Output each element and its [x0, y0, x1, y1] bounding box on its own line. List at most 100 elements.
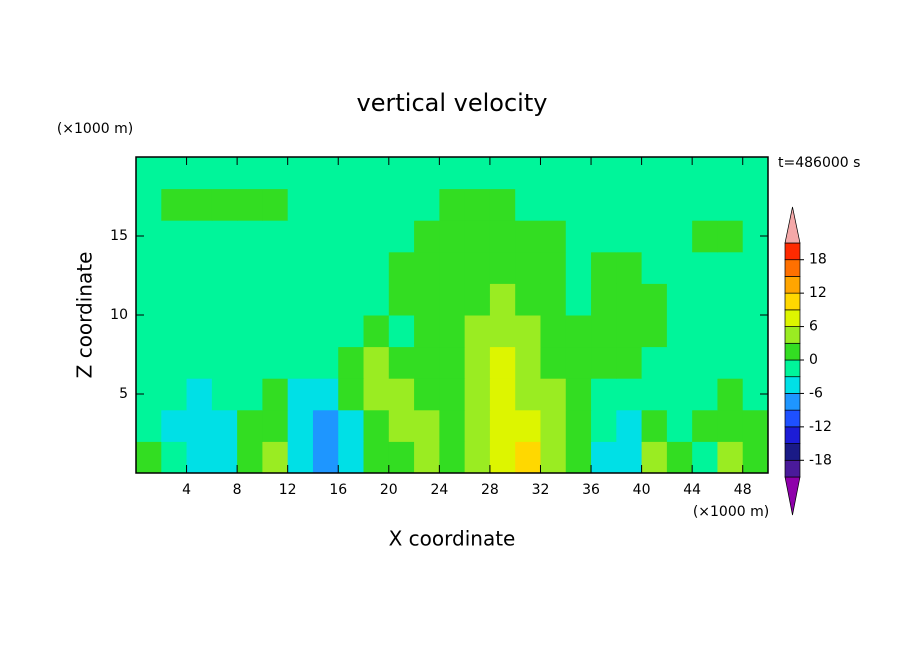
- cell: [489, 157, 516, 190]
- cell: [439, 378, 466, 411]
- cell: [312, 251, 339, 284]
- colorbar-box: [784, 242, 801, 261]
- cell: [136, 188, 162, 221]
- cell: [312, 409, 339, 442]
- cell: [641, 251, 668, 284]
- cell: [666, 441, 693, 474]
- cell: [464, 188, 491, 221]
- x-tick-label: 48: [734, 482, 752, 498]
- cell: [312, 283, 339, 316]
- cell: [666, 251, 693, 284]
- cell: [388, 346, 415, 379]
- cell: [363, 157, 390, 190]
- cell: [641, 441, 668, 474]
- cell: [565, 409, 592, 442]
- colorbar-box: [784, 443, 801, 461]
- cell: [211, 188, 238, 221]
- cell: [211, 220, 238, 253]
- x-tick-label: 40: [633, 482, 651, 498]
- cell: [363, 315, 390, 348]
- cell: [515, 220, 541, 253]
- y-tick-label: 15: [110, 228, 128, 244]
- cell: [136, 346, 162, 379]
- cell: [262, 409, 289, 442]
- cell: [161, 346, 188, 379]
- cell: [565, 378, 592, 411]
- cell: [540, 346, 567, 379]
- cell: [237, 188, 263, 221]
- cell: [641, 220, 668, 253]
- cell: [186, 188, 213, 221]
- cell: [237, 251, 263, 284]
- cell: [641, 157, 668, 190]
- cell: [666, 283, 693, 316]
- x-axis-label: X coordinate: [389, 527, 516, 551]
- cell: [692, 157, 718, 190]
- cell: [136, 157, 162, 190]
- cell: [591, 315, 617, 348]
- cell: [692, 251, 718, 284]
- cell: [186, 378, 213, 411]
- cell: [262, 346, 289, 379]
- cell: [540, 220, 567, 253]
- y-axis-label: Z coordinate: [73, 252, 97, 379]
- cell: [515, 283, 541, 316]
- cell: [161, 409, 188, 442]
- cell: [287, 251, 314, 284]
- cell: [565, 346, 592, 379]
- cell: [742, 283, 769, 316]
- cell: [287, 409, 314, 442]
- cell: [591, 157, 617, 190]
- cell: [237, 315, 263, 348]
- cell: [692, 283, 718, 316]
- cell: [338, 283, 365, 316]
- time-label: t=486000 s: [778, 155, 860, 171]
- colorbar-box: [784, 342, 801, 361]
- cell: [565, 315, 592, 348]
- x-tick-label: 8: [233, 482, 242, 498]
- cell: [464, 346, 491, 379]
- cell: [591, 188, 617, 221]
- cell: [363, 188, 390, 221]
- cell: [515, 441, 541, 474]
- cell: [515, 157, 541, 190]
- cell: [237, 157, 263, 190]
- cell: [565, 157, 592, 190]
- cell: [211, 251, 238, 284]
- cell: [666, 346, 693, 379]
- colorbar-box: [784, 376, 801, 394]
- cell: [692, 409, 718, 442]
- cell: [363, 378, 390, 411]
- cell: [414, 251, 440, 284]
- colorbar-extend-high: [784, 206, 801, 244]
- cell: [616, 378, 643, 411]
- cell: [616, 157, 643, 190]
- cell: [211, 315, 238, 348]
- cell: [414, 220, 440, 253]
- cell: [262, 251, 289, 284]
- cell: [464, 315, 491, 348]
- cell: [161, 188, 188, 221]
- cell: [414, 409, 440, 442]
- cell: [186, 283, 213, 316]
- cell: [388, 409, 415, 442]
- cell: [388, 220, 415, 253]
- y-unit-label: (×1000 m): [57, 121, 133, 137]
- cell: [262, 315, 289, 348]
- colorbar-box: [784, 459, 801, 478]
- cell: [312, 220, 339, 253]
- cell: [414, 188, 440, 221]
- cell: [312, 441, 339, 474]
- cell: [186, 157, 213, 190]
- cell: [515, 346, 541, 379]
- cell: [439, 157, 466, 190]
- cell: [186, 251, 213, 284]
- cell: [540, 315, 567, 348]
- x-tick-label: 44: [683, 482, 701, 498]
- cell: [439, 409, 466, 442]
- cell: [338, 220, 365, 253]
- cell: [338, 346, 365, 379]
- cell: [641, 409, 668, 442]
- cell: [742, 315, 769, 348]
- cell: [388, 283, 415, 316]
